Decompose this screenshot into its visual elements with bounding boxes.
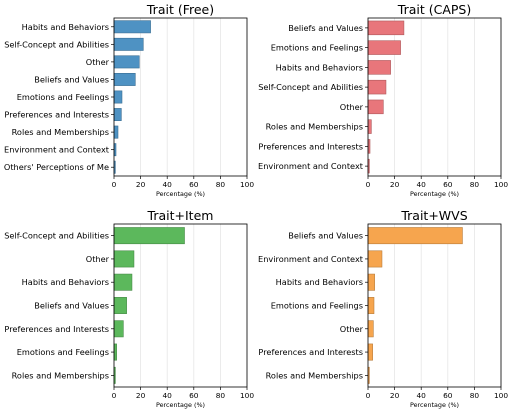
- chart-title: Trait+Item: [147, 208, 214, 223]
- bar: [367, 297, 375, 314]
- x-tick-label: 100: [494, 180, 508, 189]
- x-tick-label: 20: [390, 391, 400, 400]
- category-label: Environment and Context: [4, 145, 110, 155]
- x-axis-label: Percentage (%): [410, 401, 459, 409]
- bar: [113, 125, 119, 139]
- bar: [367, 343, 373, 361]
- category-label: Habits and Behaviors: [22, 277, 109, 287]
- category-label: Roles and Memberships: [12, 127, 109, 137]
- category-label: Roles and Memberships: [266, 370, 363, 380]
- category-label: Preferences and Interests: [258, 141, 363, 151]
- bar: [113, 297, 127, 314]
- bar: [113, 20, 151, 34]
- x-tick-label: 0: [112, 180, 117, 189]
- axes-frame: [367, 223, 502, 388]
- bar: [113, 250, 135, 268]
- subplot-2: Beliefs and Values Emotions and Feelings H…: [258, 2, 508, 198]
- bar: [367, 119, 372, 134]
- chart-title: Trait (CAPS): [397, 2, 471, 17]
- category-label: Environment and Context: [258, 161, 364, 171]
- category-label: Self-Concept and Abilities: [258, 82, 363, 92]
- bar: [367, 99, 384, 115]
- category-label: Emotions and Feelings: [271, 301, 363, 311]
- bar: [367, 20, 405, 36]
- axes-frame: [367, 17, 502, 177]
- x-tick-label: 80: [216, 180, 226, 189]
- x-tick-label: 0: [366, 391, 371, 400]
- x-axis-label: Percentage (%): [410, 190, 459, 198]
- x-tick-label: 40: [416, 391, 426, 400]
- bar: [113, 320, 124, 338]
- x-tick-label: 80: [216, 391, 226, 400]
- category-label: Preferences and Interests: [4, 324, 109, 334]
- axes-frame: [113, 17, 248, 177]
- bar: [113, 90, 123, 104]
- category-label: Environment and Context: [258, 254, 364, 264]
- category-label: Habits and Behaviors: [276, 277, 363, 287]
- x-tick-label: 40: [162, 391, 172, 400]
- category-label: Habits and Behaviors: [22, 22, 109, 32]
- category-label: Beliefs and Values: [288, 231, 363, 241]
- x-tick-label: 20: [390, 180, 400, 189]
- bar: [113, 273, 133, 291]
- bar: [113, 108, 122, 121]
- subplot-1: Habits and Behaviors Self-Concept and Abi…: [4, 2, 254, 198]
- category-label: Emotions and Feelings: [17, 347, 109, 357]
- category-label: Self-Concept and Abilities: [4, 39, 109, 49]
- x-tick-label: 40: [162, 180, 172, 189]
- category-label: Preferences and Interests: [258, 347, 363, 357]
- bar: [367, 227, 463, 245]
- category-label: Other: [340, 102, 364, 112]
- bar: [113, 37, 144, 51]
- category-label: Others' Perceptions of Me: [4, 162, 109, 172]
- subplot-4: Beliefs and Values Environment and Contex…: [258, 208, 508, 409]
- bar: [367, 250, 383, 268]
- category-label: Beliefs and Values: [34, 74, 109, 84]
- x-tick-label: 60: [443, 391, 453, 400]
- category-label: Emotions and Feelings: [271, 43, 363, 53]
- chart-title: Trait+WVS: [400, 208, 467, 223]
- x-tick-label: 80: [470, 180, 480, 189]
- x-tick-label: 40: [416, 180, 426, 189]
- category-label: Other: [86, 254, 110, 264]
- x-tick-label: 100: [494, 391, 508, 400]
- category-label: Other: [340, 324, 364, 334]
- x-tick-label: 100: [240, 180, 254, 189]
- x-axis-label: Percentage (%): [156, 401, 205, 409]
- x-tick-label: 100: [240, 391, 254, 400]
- chart-title: Trait (Free): [146, 2, 214, 17]
- category-label: Emotions and Feelings: [17, 92, 109, 102]
- category-label: Other: [86, 57, 110, 67]
- x-tick-label: 0: [112, 391, 117, 400]
- category-label: Beliefs and Values: [288, 23, 363, 33]
- x-tick-label: 20: [136, 391, 146, 400]
- bar: [367, 79, 387, 95]
- category-label: Roles and Memberships: [12, 370, 109, 380]
- category-label: Beliefs and Values: [34, 301, 109, 311]
- subplot-3: Self-Concept and Abilities Other Habits an…: [4, 208, 254, 409]
- x-tick-label: 60: [189, 180, 199, 189]
- x-tick-label: 60: [443, 180, 453, 189]
- bar: [367, 40, 401, 55]
- x-axis-label: Percentage (%): [156, 190, 205, 198]
- bar: [113, 73, 136, 86]
- axes-frame: [113, 223, 248, 388]
- bar: [367, 273, 375, 291]
- bar: [113, 55, 140, 69]
- bar: [367, 320, 374, 338]
- x-tick-label: 20: [136, 180, 146, 189]
- category-label: Roles and Memberships: [266, 122, 363, 132]
- category-label: Self-Concept and Abilities: [4, 231, 109, 241]
- x-tick-label: 80: [470, 391, 480, 400]
- bar: [113, 227, 185, 245]
- category-label: Habits and Behaviors: [276, 62, 363, 72]
- bar: [367, 60, 391, 75]
- x-tick-label: 60: [189, 391, 199, 400]
- x-tick-label: 0: [366, 180, 371, 189]
- category-label: Preferences and Interests: [4, 110, 109, 120]
